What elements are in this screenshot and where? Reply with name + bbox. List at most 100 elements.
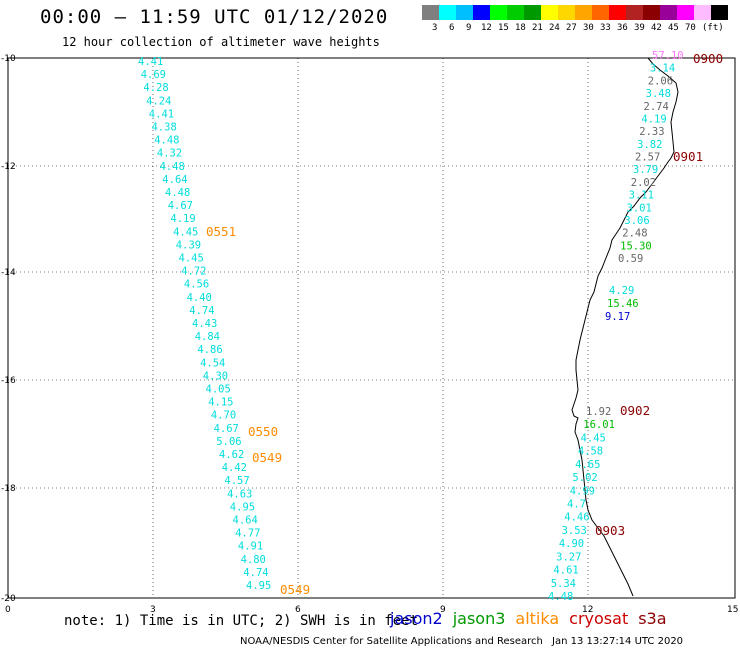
wave-height-value: 2.57 bbox=[635, 152, 660, 164]
wave-height-value: 4.48 bbox=[165, 187, 190, 199]
credit-text: NOAA/NESDIS Center for Satellite Applica… bbox=[240, 636, 543, 647]
wave-height-value: 1.92 bbox=[586, 406, 611, 418]
color-scale-legend bbox=[422, 5, 728, 20]
wave-height-value: 4.46 bbox=[564, 512, 589, 524]
axis-labels: -10 -12 -14 -16 -18 -200 3 6 9 12 15 bbox=[1, 54, 738, 615]
wave-height-value: 3.01 bbox=[627, 202, 652, 214]
wave-height-value: 15.46 bbox=[607, 298, 639, 310]
wave-height-value: 4.7 bbox=[567, 499, 586, 511]
wave-height-value: 4.67 bbox=[168, 200, 193, 212]
wave-height-value: 5.34 bbox=[551, 578, 576, 590]
wave-height-value: 4.19 bbox=[170, 213, 195, 225]
wave-height-value: 4.19 bbox=[641, 113, 666, 125]
wave-height-value: 2.33 bbox=[639, 126, 664, 138]
legend-label: 24 bbox=[549, 23, 560, 33]
lat-lon-grid bbox=[7, 57, 736, 599]
wave-height-value: 4.29 bbox=[609, 285, 634, 297]
pass-time-label: 0902 bbox=[620, 403, 650, 418]
lon-tick-label: 0 bbox=[5, 605, 11, 615]
satellite-name-s3a: s3a bbox=[638, 609, 667, 628]
wave-height-value: 4.54 bbox=[200, 357, 225, 369]
wave-height-value: 5.02 bbox=[572, 472, 597, 484]
wave-height-value: 4.41 bbox=[138, 56, 163, 68]
legend-swatch bbox=[473, 5, 490, 20]
legend-label: 27 bbox=[566, 23, 577, 33]
legend-swatch bbox=[609, 5, 626, 20]
pass-time-label: 0549 bbox=[252, 450, 282, 465]
wave-height-value: 4.61 bbox=[553, 565, 578, 577]
wave-height-value: 4.90 bbox=[559, 538, 584, 550]
wave-height-value: 2.74 bbox=[644, 101, 669, 113]
wave-height-value: 3.14 bbox=[650, 63, 675, 75]
wave-height-value: 2.48 bbox=[622, 228, 647, 240]
wave-height-value: 3.79 bbox=[633, 164, 658, 176]
wave-height-value: 4.64 bbox=[162, 174, 187, 186]
wave-height-value: 4.42 bbox=[222, 462, 247, 474]
lat-tick-label: -16 bbox=[1, 376, 16, 386]
wave-height-value: 3.11 bbox=[629, 190, 654, 202]
wave-height-value: 4.24 bbox=[146, 95, 171, 107]
pass-time-label: 0903 bbox=[595, 523, 625, 538]
legend-label: 6 bbox=[449, 23, 455, 33]
wave-height-value: 4.72 bbox=[181, 266, 206, 278]
wave-height-value: 4.30 bbox=[203, 370, 228, 382]
wave-height-value: 4.41 bbox=[149, 108, 174, 120]
pass-time-labels: 0551 0550 0549 0549 0900 0901 0902 0903 bbox=[206, 51, 723, 597]
pass-time-label: 0550 bbox=[248, 424, 278, 439]
pass-time-label: 0901 bbox=[673, 149, 703, 164]
wave-height-value: 4.95 bbox=[230, 501, 255, 513]
coastline bbox=[571, 57, 679, 597]
wave-height-value: 4.45 bbox=[581, 432, 606, 444]
wave-height-value: 4.62 bbox=[219, 449, 244, 461]
wave-height-value: 4.05 bbox=[206, 384, 231, 396]
legend-label: 30 bbox=[583, 23, 594, 33]
wave-height-value: 5.06 bbox=[216, 436, 241, 448]
wave-height-value: 57.10 bbox=[652, 50, 684, 62]
satellite-name-altika: altika bbox=[515, 609, 560, 628]
legend-swatch bbox=[541, 5, 558, 20]
legend-label: 3 bbox=[432, 23, 438, 33]
wave-height-value: 4.15 bbox=[208, 397, 233, 409]
wave-height-value: 3.53 bbox=[562, 525, 587, 537]
wave-height-value: 4.91 bbox=[238, 541, 263, 553]
wave-height-value: 15.30 bbox=[620, 240, 652, 252]
wave-height-value: 4.56 bbox=[184, 279, 209, 291]
wave-height-value: 4.28 bbox=[143, 82, 168, 94]
lon-tick-label: 15 bbox=[727, 605, 738, 615]
satellite-name-jason2: jason2 bbox=[390, 609, 443, 628]
wave-height-value: 4.84 bbox=[195, 331, 220, 343]
legend-label: 70 bbox=[685, 23, 696, 33]
lat-tick-label: -14 bbox=[1, 268, 16, 278]
legend-label: 45 bbox=[668, 23, 679, 33]
legend-label: (ft) bbox=[702, 23, 724, 33]
legend-label: 42 bbox=[651, 23, 662, 33]
wave-height-value: 2.06 bbox=[648, 75, 673, 87]
wave-height-value: 4.74 bbox=[189, 305, 214, 317]
satellite-name-jason3: jason3 bbox=[452, 609, 506, 628]
pass-time-label: 0900 bbox=[693, 51, 723, 66]
legend-swatch bbox=[592, 5, 609, 20]
satellite-legend: jason2 jason3 altika cryosat s3a bbox=[390, 609, 677, 628]
legend-swatch bbox=[524, 5, 541, 20]
legend-swatch bbox=[507, 5, 524, 20]
wave-height-value: 3.06 bbox=[624, 215, 649, 227]
wave-height-value: 4.48 bbox=[160, 161, 185, 173]
lon-tick-label: 3 bbox=[150, 605, 156, 615]
units-note: note: 1) Time is in UTC; 2) SWH is in fe… bbox=[64, 613, 419, 629]
wave-height-value: 4.99 bbox=[570, 485, 595, 497]
legend-label: 12 bbox=[481, 23, 492, 33]
wave-height-value: 4.70 bbox=[211, 410, 236, 422]
wave-height-value: 4.64 bbox=[233, 515, 258, 527]
wave-height-value: 4.45 bbox=[179, 253, 204, 265]
map-frame bbox=[7, 57, 736, 599]
legend-swatch bbox=[575, 5, 592, 20]
wave-height-value: 4.32 bbox=[157, 148, 182, 160]
legend-swatch bbox=[643, 5, 660, 20]
wave-height-value: 4.86 bbox=[197, 344, 222, 356]
wave-height-value: 4.45 bbox=[173, 226, 198, 238]
wave-height-value: 0.59 bbox=[618, 253, 643, 265]
legend-label: 15 bbox=[498, 23, 509, 33]
map-title: 00:00 – 11:59 UTC 01/12/2020 bbox=[40, 6, 389, 28]
